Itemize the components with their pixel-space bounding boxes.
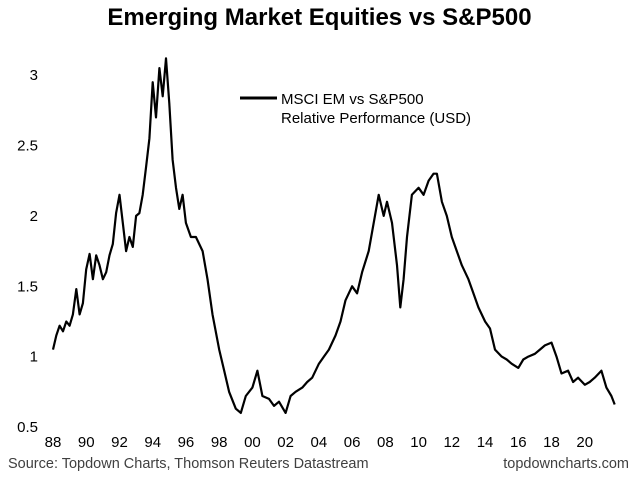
y-axis-ticks: 0.5 1 1.5 2 2.5 3 (17, 67, 38, 436)
x-tick-label: 10 (410, 434, 427, 451)
x-tick-label: 02 (277, 434, 294, 451)
series-layer (51, 57, 616, 414)
legend-sublabel: Relative Performance (USD) (281, 110, 471, 127)
footer: Source: Topdown Charts, Thomson Reuters … (8, 456, 629, 476)
x-tick-label: 06 (344, 434, 361, 451)
x-tick-label: 98 (211, 434, 228, 451)
x-tick-label: 00 (244, 434, 261, 451)
x-tick-label: 16 (510, 434, 527, 451)
x-tick-label: 18 (543, 434, 560, 451)
legend: MSCI EM vs S&P500 Relative Performance (… (240, 91, 471, 127)
x-tick-label: 08 (377, 434, 394, 451)
chart-title: Emerging Market Equities vs S&P500 (107, 4, 532, 31)
x-axis-ticks: 88 90 92 94 96 98 00 02 04 06 08 10 12 14 16 18 20 (45, 434, 593, 451)
y-tick-label: 2 (30, 208, 38, 225)
x-tick-label: 04 (311, 434, 328, 451)
x-tick-label: 14 (477, 434, 494, 451)
x-tick-label: 96 (178, 434, 195, 451)
x-tick-label: 20 (576, 434, 593, 451)
y-tick-label: 3 (30, 67, 38, 84)
series-line-0 (51, 57, 616, 414)
x-tick-label: 88 (45, 434, 62, 451)
x-tick-label: 92 (111, 434, 128, 451)
source-note: Source: Topdown Charts, Thomson Reuters … (8, 456, 369, 472)
x-tick-label: 94 (144, 434, 161, 451)
x-tick-label: 12 (443, 434, 460, 451)
site-link[interactable]: topdowncharts.com (503, 456, 629, 472)
legend-label: MSCI EM vs S&P500 (281, 91, 424, 108)
y-tick-label: 1 (30, 349, 38, 366)
y-tick-label: 2.5 (17, 138, 38, 155)
y-tick-label: 1.5 (17, 278, 38, 295)
y-tick-label: 0.5 (17, 419, 38, 436)
x-tick-label: 90 (78, 434, 95, 451)
